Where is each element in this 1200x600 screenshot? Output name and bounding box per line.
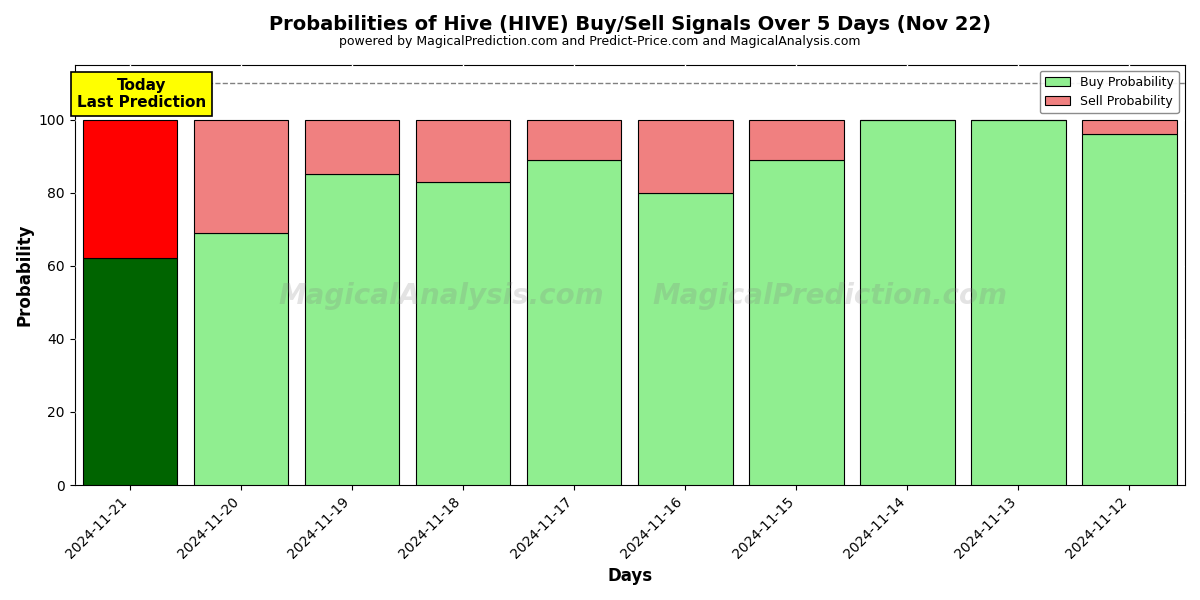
Bar — [971, 119, 1066, 485]
Y-axis label: Probability: Probability — [16, 224, 34, 326]
Text: MagicalAnalysis.com: MagicalAnalysis.com — [278, 282, 604, 310]
Text: powered by MagicalPrediction.com and Predict-Price.com and MagicalAnalysis.com: powered by MagicalPrediction.com and Pre… — [340, 35, 860, 48]
X-axis label: Days: Days — [607, 567, 653, 585]
Title: Probabilities of Hive (HIVE) Buy/Sell Signals Over 5 Days (Nov 22): Probabilities of Hive (HIVE) Buy/Sell Si… — [269, 15, 991, 34]
Bar — [860, 119, 955, 485]
Bar — [305, 119, 400, 175]
Bar — [638, 193, 732, 485]
Bar — [1082, 134, 1177, 485]
Bar — [194, 233, 288, 485]
Bar — [638, 119, 732, 193]
Bar — [1082, 119, 1177, 134]
Bar — [194, 119, 288, 233]
Bar — [527, 160, 622, 485]
Bar — [749, 119, 844, 160]
Bar — [305, 175, 400, 485]
Text: MagicalPrediction.com: MagicalPrediction.com — [652, 282, 1007, 310]
Bar — [527, 119, 622, 160]
Bar — [416, 182, 510, 485]
Bar — [83, 259, 178, 485]
Legend: Buy Probability, Sell Probability: Buy Probability, Sell Probability — [1040, 71, 1178, 113]
Bar — [416, 119, 510, 182]
Bar — [83, 119, 178, 259]
Bar — [749, 160, 844, 485]
Text: Today
Last Prediction: Today Last Prediction — [77, 78, 206, 110]
